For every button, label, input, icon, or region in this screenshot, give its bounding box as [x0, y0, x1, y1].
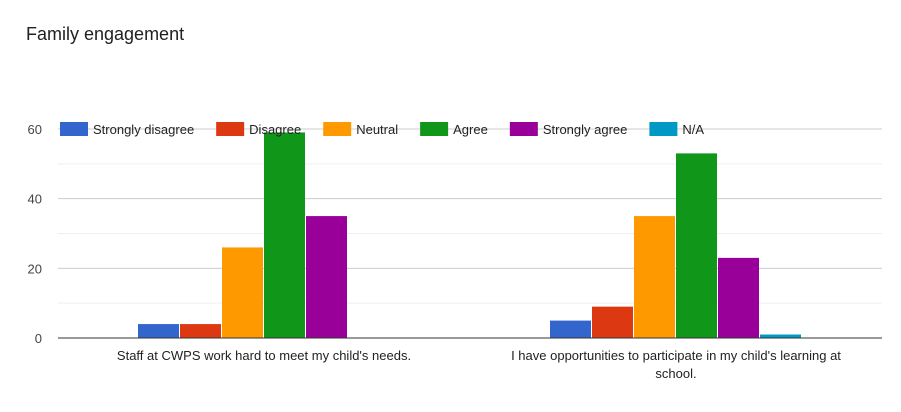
bar: [222, 247, 263, 338]
bar: [180, 324, 221, 338]
x-category-label: school.: [655, 366, 696, 381]
y-tick-label: 60: [28, 122, 42, 137]
bar: [592, 306, 633, 338]
y-tick-label: 0: [35, 331, 42, 346]
legend-swatch: [649, 122, 678, 136]
x-category-label: I have opportunities to participate in m…: [511, 348, 841, 363]
bar: [676, 153, 717, 338]
y-tick-label: 20: [28, 261, 42, 276]
x-category-label: Staff at CWPS work hard to meet my child…: [117, 348, 411, 363]
legend-item-label: Neutral: [356, 122, 398, 137]
legend-item-label: Agree: [453, 122, 488, 137]
bar: [306, 216, 347, 338]
legend-swatch: [323, 122, 352, 136]
legend-swatch: [60, 122, 88, 136]
bar: [138, 324, 179, 338]
legend-swatch: [509, 122, 538, 136]
legend-swatch: [420, 122, 449, 136]
legend-item-label: Disagree: [249, 122, 301, 137]
bar: [634, 216, 675, 338]
bar: [760, 334, 801, 338]
legend-swatch: [216, 122, 245, 136]
bar: [264, 132, 305, 338]
chart-title: Family engagement: [26, 24, 185, 44]
bar: [718, 257, 759, 338]
legend-item-label: Strongly agree: [543, 122, 628, 137]
y-tick-label: 40: [28, 192, 42, 207]
bar: [550, 320, 591, 338]
legend-item-label: Strongly disagree: [93, 122, 194, 137]
legend-item-label: N/A: [682, 122, 704, 137]
